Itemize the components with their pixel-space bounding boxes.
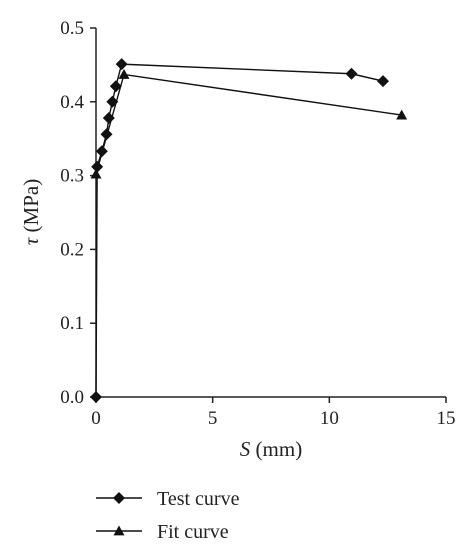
test-curve-point (115, 58, 128, 71)
y-tick-label: 0.1 (60, 313, 84, 334)
legend-fit-curve-marker (113, 525, 125, 536)
test-curve-point (377, 75, 389, 88)
x-axis-label: S (mm) (240, 437, 302, 461)
y-tick-label: 0.3 (60, 166, 84, 187)
test-curve-point (106, 95, 119, 108)
test-curve-point (91, 160, 104, 173)
x-tick-label: 0 (91, 408, 101, 429)
x-tick-label: 10 (320, 408, 339, 429)
y-ticks: 0.0 0.1 0.2 0.3 0.4 0.5 (60, 18, 96, 408)
y-tick-label: 0.5 (60, 18, 84, 39)
test-curve-point (345, 67, 358, 80)
x-ticks: 0 5 10 15 (91, 397, 456, 429)
y-tick-label: 0.2 (60, 239, 84, 260)
plot-markers (90, 58, 408, 403)
y-axis-label: τ (MPa) (19, 179, 43, 245)
legend-test-curve-marker (113, 492, 125, 504)
test-curve-point (90, 391, 102, 403)
x-axis-symbol: S (240, 437, 251, 461)
x-tick-label: 15 (437, 408, 456, 429)
axes (95, 28, 446, 398)
y-tick-label: 0.0 (60, 387, 84, 408)
test-curve-point (102, 112, 115, 125)
y-axis-symbol: τ (19, 236, 43, 245)
fit-curve-line (95, 73, 402, 175)
test-curve-point (95, 145, 108, 158)
legend: Test curve Fit curve (96, 488, 240, 543)
fit-curve-point (396, 109, 408, 120)
fit-curve-point (90, 168, 102, 179)
x-tick-label: 5 (208, 408, 218, 429)
y-axis-unit: (MPa) (19, 179, 43, 238)
fit-curve-point (118, 68, 130, 79)
y-tick-label: 0.4 (60, 92, 84, 113)
x-axis-unit: (mm) (250, 437, 302, 461)
test-curve-line (95, 63, 384, 398)
plot-lines (95, 63, 402, 398)
legend-test-curve-label: Test curve (157, 488, 240, 510)
test-curve-point (109, 80, 122, 93)
test-curve-point (100, 128, 113, 141)
legend-fit-curve-label: Fit curve (157, 521, 229, 543)
